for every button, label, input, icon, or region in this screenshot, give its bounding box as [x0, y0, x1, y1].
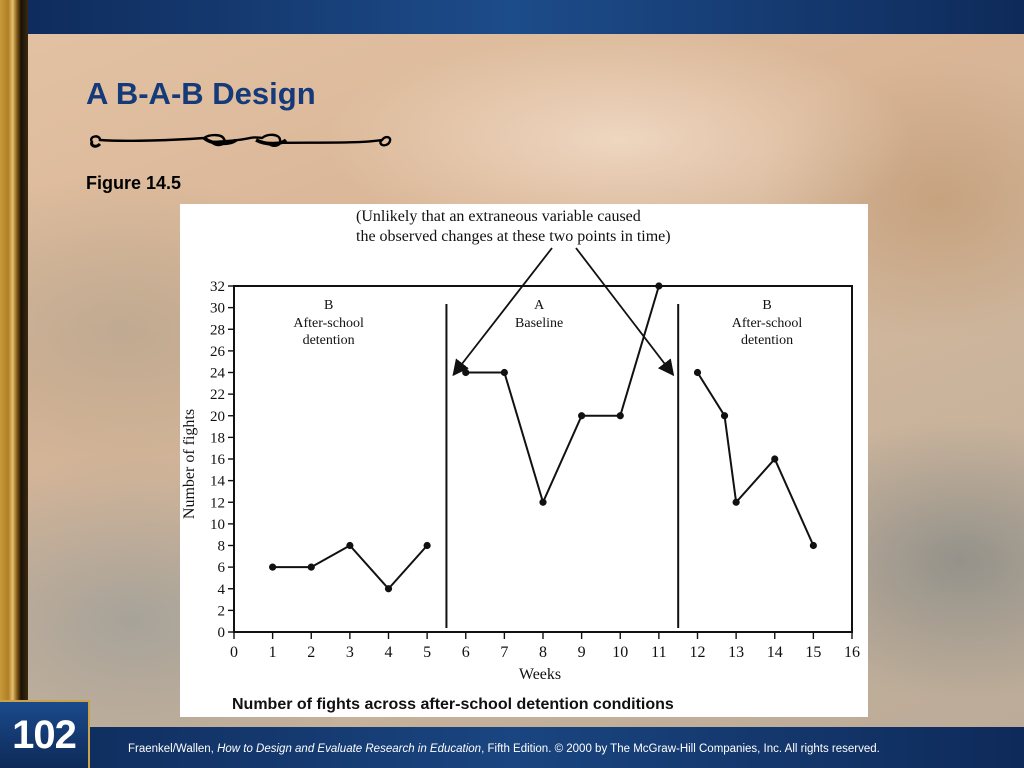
data-point: [307, 563, 315, 571]
footer-rest: , Fifth Edition. © 2000 by The McGraw-Hi…: [481, 743, 880, 755]
x-tick-label: 0: [230, 644, 238, 661]
data-point: [732, 498, 740, 506]
chart-caption: Number of fights across after-school det…: [232, 696, 674, 713]
footer-book-title: How to Design and Evaluate Research in E…: [217, 743, 482, 755]
y-tick-label: 14: [210, 474, 226, 490]
page-number-box: 102: [0, 700, 90, 768]
data-point: [809, 541, 817, 550]
phase-name-label: Baseline: [515, 316, 563, 331]
y-tick-label: 4: [218, 582, 226, 598]
slide-title: A B-A-B Design: [86, 76, 316, 111]
x-tick-label: 7: [500, 644, 508, 661]
series-line: [272, 544, 428, 591]
phase-name-label: detention: [741, 333, 793, 348]
y-tick-label: 20: [210, 409, 225, 425]
annotation-line-2: the observed changes at these two points…: [356, 228, 671, 245]
annotation-arrow: [575, 247, 675, 377]
x-tick-label: 4: [385, 644, 393, 661]
y-tick-label: 2: [218, 603, 226, 619]
chart-panel: 0 2 4 6 8 10 12 14 16 18 20 22 24 26 28 30 32 0 1 2 3 4 5 6 7 8 9 1…: [180, 204, 868, 717]
footer-citation: Fraenkel/Wallen, How to Design and Evalu…: [128, 743, 1008, 755]
footer-authors: Fraenkel/Wallen,: [128, 743, 218, 755]
y-tick-label: 10: [210, 517, 225, 533]
x-tick-label: 16: [844, 644, 860, 661]
top-banner: [0, 0, 1024, 34]
x-tick-label: 15: [805, 644, 821, 661]
data-point: [462, 368, 470, 377]
phase-name-label: After-school: [732, 316, 803, 331]
y-tick-label: 8: [218, 539, 226, 555]
figure-label: Figure 14.5: [86, 173, 182, 193]
data-point: [578, 412, 586, 420]
y-tick-label: 26: [210, 344, 226, 360]
annotation-arrow: [452, 247, 553, 377]
data-point: [693, 368, 702, 377]
data-point: [269, 563, 277, 571]
series-line: [696, 371, 815, 546]
y-tick-label: 28: [210, 322, 225, 338]
phase-code-label: B: [762, 298, 771, 313]
x-tick-label: 5: [423, 644, 431, 661]
x-tick-label: 10: [612, 644, 628, 661]
side-gold-bar: [0, 0, 28, 768]
data-point: [771, 455, 779, 463]
data-point: [616, 412, 624, 420]
x-tick-label: 14: [767, 644, 783, 661]
y-tick-label: 12: [210, 495, 225, 511]
x-tick-label: 2: [307, 644, 315, 661]
x-tick-label: 9: [578, 644, 586, 661]
x-axis-label: Weeks: [519, 666, 561, 683]
data-point: [539, 498, 547, 506]
series-line: [465, 285, 660, 506]
x-tick-label: 3: [346, 644, 354, 661]
data-point: [655, 282, 663, 290]
y-tick-label: 22: [210, 387, 225, 403]
data-point: [500, 368, 508, 377]
y-tick-label: 6: [218, 560, 226, 576]
data-point: [346, 541, 354, 550]
page-number: 102: [12, 712, 77, 757]
phase-code-label: A: [534, 298, 545, 313]
x-tick-label: 6: [462, 644, 470, 661]
annotation-line-1: (Unlikely that an extraneous variable ca…: [356, 208, 641, 225]
y-tick-label: 18: [210, 430, 225, 446]
y-tick-label: 30: [210, 301, 225, 317]
y-tick-label: 0: [218, 625, 226, 641]
bottom-banner: [0, 727, 1024, 768]
x-tick-label: 11: [651, 644, 666, 661]
y-tick-label: 24: [210, 366, 226, 382]
y-tick-label: 32: [210, 279, 225, 295]
data-point: [384, 585, 393, 593]
phase-code-label: B: [324, 298, 333, 313]
y-tick-label: 16: [210, 452, 226, 468]
phase-name-label: detention: [303, 333, 355, 348]
x-tick-label: 8: [539, 644, 547, 661]
data-point: [720, 412, 729, 420]
phase-name-label: After-school: [293, 316, 364, 331]
y-axis-label: Number of fights: [181, 409, 198, 519]
x-tick-label: 13: [728, 644, 744, 661]
flourish-ornament-icon: [90, 133, 392, 148]
x-tick-label: 1: [269, 644, 277, 661]
x-tick-label: 12: [690, 644, 706, 661]
data-point: [423, 541, 431, 550]
